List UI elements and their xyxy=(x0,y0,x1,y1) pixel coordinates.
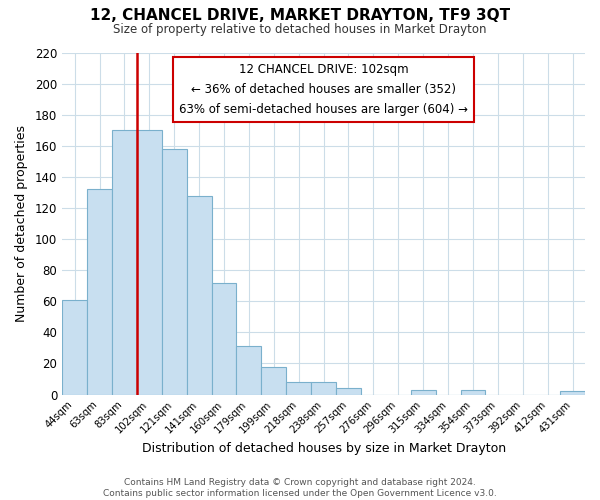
Bar xyxy=(212,282,236,395)
Bar xyxy=(112,130,137,394)
Text: Contains HM Land Registry data © Crown copyright and database right 2024.
Contai: Contains HM Land Registry data © Crown c… xyxy=(103,478,497,498)
Y-axis label: Number of detached properties: Number of detached properties xyxy=(15,125,28,322)
Bar xyxy=(137,130,162,394)
Bar xyxy=(187,196,212,394)
Bar xyxy=(411,390,436,394)
Text: Size of property relative to detached houses in Market Drayton: Size of property relative to detached ho… xyxy=(113,22,487,36)
Bar xyxy=(560,392,585,394)
Text: 12 CHANCEL DRIVE: 102sqm
← 36% of detached houses are smaller (352)
63% of semi-: 12 CHANCEL DRIVE: 102sqm ← 36% of detach… xyxy=(179,63,468,116)
Text: 12, CHANCEL DRIVE, MARKET DRAYTON, TF9 3QT: 12, CHANCEL DRIVE, MARKET DRAYTON, TF9 3… xyxy=(90,8,510,22)
Bar xyxy=(87,190,112,394)
Bar xyxy=(461,390,485,394)
Bar xyxy=(286,382,311,394)
Bar xyxy=(236,346,262,395)
Bar xyxy=(336,388,361,394)
Bar xyxy=(262,366,286,394)
X-axis label: Distribution of detached houses by size in Market Drayton: Distribution of detached houses by size … xyxy=(142,442,506,455)
Bar xyxy=(311,382,336,394)
Bar xyxy=(162,149,187,394)
Bar xyxy=(62,300,87,394)
